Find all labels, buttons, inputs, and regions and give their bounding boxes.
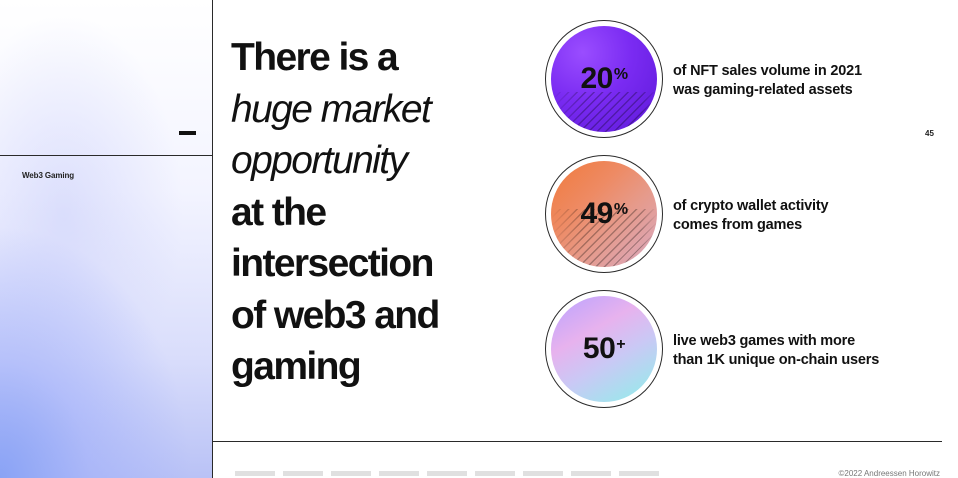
- headline-line: intersection: [231, 242, 434, 285]
- headline-line: at the: [231, 190, 327, 234]
- stat-value: 50 +: [545, 290, 663, 408]
- hatch-pattern: [551, 91, 657, 132]
- hatch-pattern: [551, 208, 657, 267]
- page-number: 45: [925, 129, 934, 138]
- stat-circle-fill: [551, 26, 657, 132]
- headline-line: huge market: [231, 87, 432, 131]
- stat-circle: [545, 290, 663, 408]
- stat-circle-fill: [551, 296, 657, 402]
- headline-line: There is a: [231, 36, 399, 79]
- headline-line: of web3 and: [231, 293, 440, 337]
- section-label: Web3 Gaming: [22, 171, 75, 180]
- footer-source-note: [235, 471, 665, 476]
- section-divider: [0, 155, 212, 156]
- stat-circle: [545, 155, 663, 273]
- stat-description-line: of crypto wallet activity: [673, 198, 829, 214]
- dash-marker: [179, 131, 196, 135]
- headline-line: opportunity: [231, 139, 408, 182]
- stat-circle-fill: [551, 161, 657, 267]
- stat-suffix: %: [613, 201, 628, 218]
- footer-divider: [212, 441, 942, 442]
- stat-description-line: comes from games: [673, 217, 802, 233]
- copyright: ©2022 Andreessen Horowitz: [838, 469, 940, 478]
- stat-description-line: than 1K unique on-chain users: [673, 352, 880, 368]
- stat-description-line: was gaming-related assets: [673, 82, 853, 98]
- stat-value: 49%: [545, 155, 663, 273]
- stat-number: 20: [580, 62, 613, 95]
- stat-nft-sales: 20% of NFT sales volume in 2021 was gami…: [545, 20, 935, 140]
- stat-number: 50: [582, 332, 616, 365]
- stat-live-games: 50 + live web3 games with more than 1K un…: [545, 290, 935, 410]
- headline-line: gaming: [231, 345, 362, 388]
- stat-description: of NFT sales volume in 2021 was gaming-r…: [673, 62, 933, 100]
- vertical-divider: [212, 0, 213, 478]
- stat-number: 49: [580, 197, 613, 230]
- stat-wallet-activity: 49% of crypto wallet activity comes from…: [545, 155, 935, 275]
- headline: There is a huge market opportunity at th…: [231, 32, 521, 393]
- stat-circle: [545, 20, 663, 138]
- stat-description: of crypto wallet activity comes from gam…: [673, 197, 933, 235]
- stat-description: live web3 games with more than 1K unique…: [673, 332, 933, 370]
- stat-value: 20%: [545, 20, 663, 138]
- stat-suffix: %: [613, 66, 628, 83]
- stat-suffix: +: [616, 336, 626, 353]
- left-gradient-panel: [0, 0, 212, 478]
- stat-description-line: of NFT sales volume in 2021: [673, 63, 862, 79]
- stat-description-line: live web3 games with more: [673, 333, 855, 349]
